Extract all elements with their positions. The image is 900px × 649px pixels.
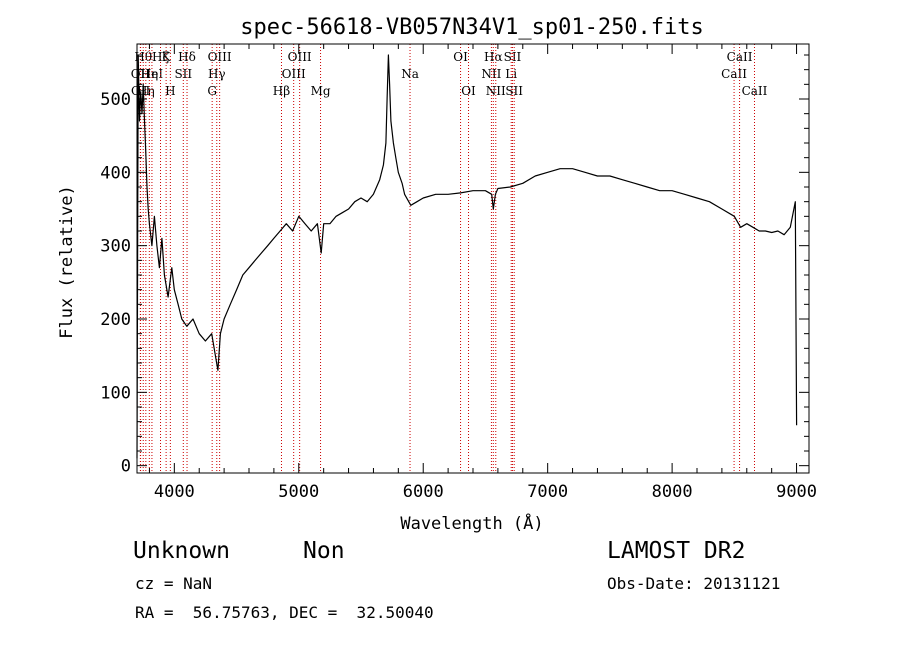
marker-label: H (165, 84, 175, 98)
marker-label: Na (401, 67, 419, 81)
spectrum-series (136, 54, 798, 459)
y-tick-label: 200 (100, 310, 131, 330)
x-axis-label: Wavelength (Å) (400, 512, 543, 534)
marker-label: Hζ (152, 50, 169, 64)
x-tick-label: 4000 (154, 482, 195, 502)
y-tick-label: 100 (100, 383, 131, 403)
marker-label: Hδ (178, 50, 196, 64)
marker-label: NII (481, 67, 501, 81)
y-tick-label: 500 (100, 90, 131, 110)
y-tick-label: 0 (121, 457, 131, 477)
marker-label: K (162, 50, 172, 64)
marker-label: OIII (208, 50, 232, 64)
x-tick-label: 9000 (776, 482, 817, 502)
marker-label: OII (131, 84, 151, 98)
y-tick-label: 400 (100, 163, 131, 183)
x-tick-label: 5000 (278, 482, 319, 502)
marker-label: Li (505, 67, 517, 81)
marker-label: CaII (721, 67, 747, 81)
marker-label: OI (453, 50, 468, 64)
y-axis-label: Flux (relative) (57, 185, 77, 339)
marker-label: Hη (140, 67, 158, 81)
marker-label: HeI (141, 67, 164, 81)
subclass-label: Non (303, 538, 345, 564)
marker-label: NII (486, 84, 506, 98)
marker-label: SII (504, 50, 522, 64)
marker-label: OIII (282, 67, 306, 81)
plot-frame (136, 43, 810, 474)
marker-label: CaII (727, 50, 753, 64)
cz-label: cz = NaN (135, 574, 213, 593)
marker-label: SII (505, 84, 523, 98)
survey-label: LAMOST DR2 (607, 538, 746, 564)
marker-label: Hγ (208, 67, 226, 81)
marker-label: Hα (484, 50, 503, 64)
marker-label: G (207, 84, 217, 98)
y-tick-label: 300 (100, 237, 131, 257)
marker-label: OI (461, 84, 476, 98)
chart-title: spec-56618-VB057N34V1_sp01-250.fits (240, 15, 704, 40)
marker-label: OIII (288, 50, 312, 64)
axes: 4000 5000 6000 7000 8000 9000 0 100 200 300 400 500 (100, 44, 817, 502)
marker-label: Hβ (273, 84, 290, 98)
marker-label: Mg (311, 84, 331, 98)
coords-label: RA = 56.75763, DEC = 32.50040 (135, 603, 434, 622)
line-markers: OIIOIIHθHηHηHeIHζKHSIIHδGHγOIIIHβOIIIOII… (131, 44, 768, 473)
marker-label: SII (174, 67, 192, 81)
obs-date-label: Obs-Date: 20131121 (607, 574, 781, 593)
x-tick-label: 8000 (652, 482, 693, 502)
marker-label: CaII (742, 84, 768, 98)
spectrum-line (136, 54, 798, 459)
x-tick-label: 6000 (403, 482, 444, 502)
class-label: Unknown (133, 538, 230, 564)
x-tick-label: 7000 (527, 482, 568, 502)
